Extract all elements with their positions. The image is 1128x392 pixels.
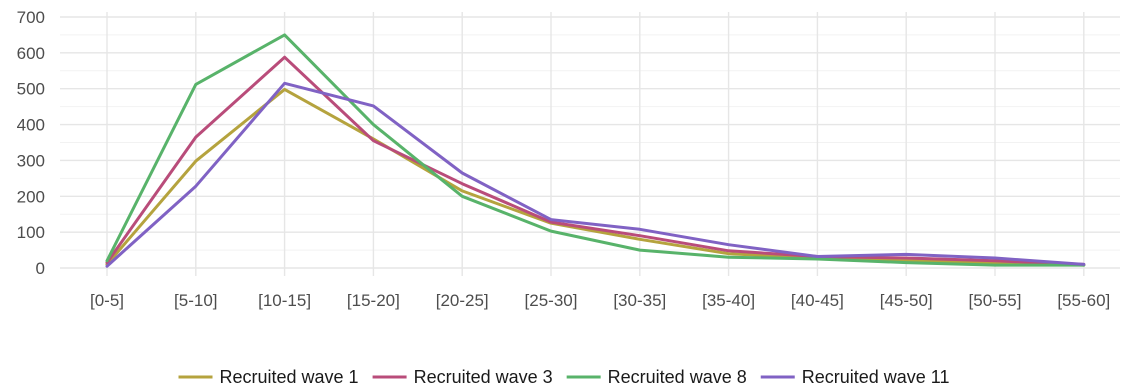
x-tick-label: [25-30] (525, 291, 578, 310)
series-line (105, 81, 1086, 268)
x-axis-ticks: [0-5] [5-10] [10-15] [15-20] [20-25] [25-30] [… (90, 291, 1110, 310)
x-tick-label: [30-35] (613, 291, 666, 310)
x-tick-label: [40-45] (791, 291, 844, 310)
y-tick-label: 500 (17, 80, 45, 99)
x-tick-label: [10-15] (258, 291, 311, 310)
legend-label: Recruited wave 1 (220, 367, 359, 387)
y-tick-label: 100 (17, 223, 45, 242)
x-tick-label: [50-55] (969, 291, 1022, 310)
series-line (105, 33, 1086, 267)
x-tick-label: [45-50] (880, 291, 933, 310)
series-lines (105, 33, 1086, 268)
x-tick-label: [20-25] (436, 291, 489, 310)
y-tick-label: 700 (17, 8, 45, 27)
grid (60, 12, 1120, 276)
legend-label: Recruited wave 3 (414, 367, 553, 387)
x-tick-label: [35-40] (702, 291, 755, 310)
y-axis-ticks: 0 100 200 300 400 500 600 700 (17, 8, 45, 278)
y-tick-label: 0 (36, 259, 45, 278)
x-tick-label: [15-20] (347, 291, 400, 310)
series-line (105, 55, 1086, 266)
y-tick-label: 200 (17, 187, 45, 206)
x-tick-label: [55-60] (1057, 291, 1110, 310)
series-line (105, 87, 1086, 267)
y-tick-label: 400 (17, 116, 45, 135)
y-tick-label: 600 (17, 44, 45, 63)
legend-label: Recruited wave 8 (608, 367, 747, 387)
x-tick-label: [5-10] (174, 291, 217, 310)
legend-label: Recruited wave 11 (802, 367, 950, 387)
x-tick-label: [0-5] (90, 291, 124, 310)
legend: Recruited wave 1 Recruited wave 3 Recruite… (178, 367, 950, 387)
y-tick-label: 300 (17, 151, 45, 170)
